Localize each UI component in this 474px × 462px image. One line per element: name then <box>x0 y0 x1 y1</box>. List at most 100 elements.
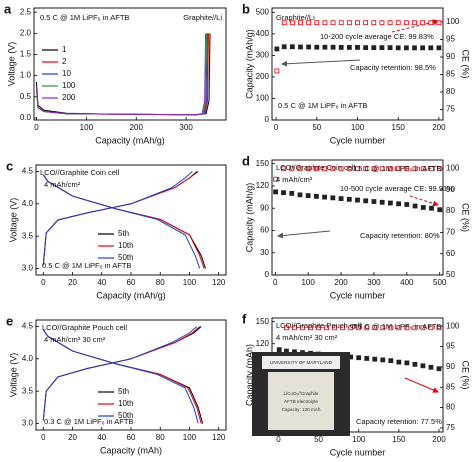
arrow <box>404 377 439 393</box>
x-tick-label: 100 <box>80 123 94 132</box>
legend-label: 10th <box>118 241 134 250</box>
ce-point <box>346 166 352 172</box>
y-tick-label: 0 <box>265 270 270 279</box>
capacity-point <box>379 199 385 205</box>
y-axis-label: Capacity (mAh/g) <box>244 29 254 99</box>
capacity-point <box>380 357 386 363</box>
ce-point <box>346 20 352 26</box>
plot-frame <box>271 159 444 276</box>
capacity-point <box>322 44 328 50</box>
arrow <box>391 19 439 33</box>
ce-point <box>330 20 336 26</box>
ce-point <box>380 325 386 331</box>
capacity-point <box>420 45 426 51</box>
x-tick-label: 100 <box>351 123 365 132</box>
ce-point <box>412 325 418 331</box>
annotation: 10-200 cycle average CE: 99.83% <box>320 32 434 41</box>
annotation: Capacity retention: 80% <box>360 231 440 240</box>
ce-point <box>300 325 305 331</box>
ce-point <box>363 20 369 26</box>
y2-tick-label: 80 <box>446 87 455 96</box>
capacity-point <box>437 207 443 213</box>
x-tick-label: 100 <box>301 278 315 287</box>
ce-point <box>412 20 417 26</box>
y-axis-label: Capacity (mAh) <box>244 344 254 406</box>
annotation: LCO//Graphite Coin cell <box>276 163 356 172</box>
capacity-point <box>356 355 362 361</box>
ce-point <box>324 325 329 331</box>
capacity-point <box>387 200 393 206</box>
y2-axis-label: CE (%) <box>461 361 471 390</box>
ce-point <box>338 166 344 172</box>
y-axis-label: Capacity (mAh/g) <box>244 183 254 253</box>
x-tick-label: 60 <box>127 278 136 287</box>
y2-tick-label: 75 <box>446 105 455 114</box>
ce-point <box>322 20 328 26</box>
annotation: 10-500 cycle average CE: 99.91% <box>340 184 454 193</box>
ce-point <box>281 20 287 26</box>
ce-point <box>332 325 338 331</box>
x-tick-label: 0 <box>34 123 39 132</box>
ce-point <box>437 166 443 172</box>
voltage-curve <box>42 326 199 424</box>
voltage-curve <box>36 33 207 116</box>
panel-label: c <box>6 158 13 173</box>
ce-point <box>273 176 279 182</box>
y2-tick-label: 75 <box>446 423 455 432</box>
capacity-point <box>412 361 418 367</box>
annotation: 0.5 C @ 1M LiPF₆ in AFTB <box>40 13 129 22</box>
ce-point <box>289 20 295 26</box>
ce-point <box>355 166 360 172</box>
ce-point <box>395 20 401 26</box>
annotation: 0.3 C @ 1M LiPF₆ in AFTB <box>44 417 133 426</box>
capacity-point <box>371 45 377 51</box>
ce-point <box>420 20 426 26</box>
annotation: Graphite//Li <box>183 13 222 22</box>
legend-label: 10 <box>62 69 71 78</box>
y-tick-label: 200 <box>256 72 270 81</box>
capacity-point <box>436 45 442 51</box>
legend-label: 1 <box>62 45 67 54</box>
legend-label: 50th <box>118 253 134 262</box>
annotation: Capacity retention: 98.5% <box>350 63 436 72</box>
capacity-point <box>395 45 401 51</box>
x-tick-label: 200 <box>432 123 446 132</box>
x-tick-label: 100 <box>183 278 197 287</box>
capacity-point <box>297 192 303 198</box>
y-tick-label: 4.5 <box>22 322 34 331</box>
capacity-point <box>364 356 370 361</box>
ce-point <box>364 325 370 331</box>
x-axis-label: Cycle number <box>330 135 386 145</box>
ce-point <box>428 20 434 26</box>
x-tick-label: 0 <box>273 278 278 287</box>
annotation: 0.5 C @ 1M LiPF₆ in AFTB <box>278 101 367 110</box>
x-axis-label: Capacity (mAh/g) <box>96 290 166 300</box>
y2-tick-label: 95 <box>446 35 455 44</box>
ce-point <box>313 166 319 172</box>
ce-point <box>306 20 312 26</box>
annotation: LCO//Graphite Pouch cell <box>42 323 127 332</box>
x-tick-label: 500 <box>433 278 447 287</box>
y-axis-label: Voltage (V) <box>8 198 18 243</box>
ce-point <box>371 20 377 26</box>
ce-point <box>289 166 295 172</box>
inset-text: Capacity: 120 mAh <box>282 407 321 412</box>
y-tick-label: 0 <box>265 115 270 124</box>
x-tick-label: 100 <box>352 435 366 444</box>
annotation: LCO//Graphite Pouch cell <box>276 321 361 330</box>
ce-point <box>436 20 442 26</box>
x-tick-label: 120 <box>212 278 226 287</box>
x-tick-label: 300 <box>179 123 193 132</box>
ce-point <box>387 20 393 26</box>
ce-point <box>379 166 385 172</box>
ce-point <box>330 166 336 172</box>
y2-tick-label: 60 <box>446 249 455 258</box>
capacity-point <box>404 360 410 366</box>
y-tick-label: 0.5 <box>20 92 32 101</box>
y2-tick-label: 100 <box>446 17 460 26</box>
y-tick-label: 2.0 <box>20 28 32 37</box>
y2-tick-label: 90 <box>446 52 455 61</box>
capacity-point <box>379 45 385 51</box>
capacity-point <box>289 44 295 50</box>
